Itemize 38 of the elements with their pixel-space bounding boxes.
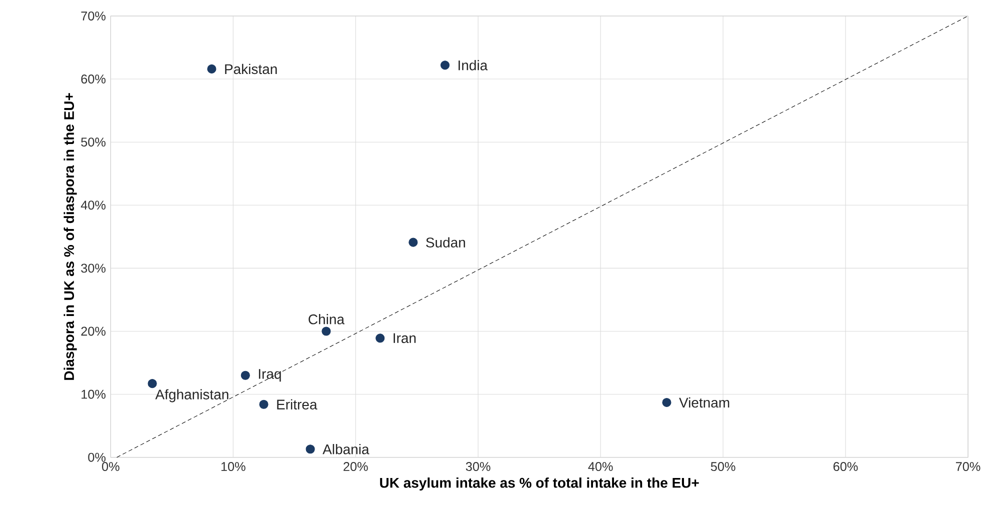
annotation: China xyxy=(308,314,344,324)
y-tick-label: 10% xyxy=(82,390,106,399)
x-tick-label: 30% xyxy=(466,462,490,472)
x-tick-label: 50% xyxy=(710,462,736,472)
point xyxy=(306,444,315,454)
annotation: Iraq xyxy=(258,369,281,382)
y-tick-label: 70% xyxy=(81,12,106,20)
x-tick-label: 60% xyxy=(834,462,858,472)
annotation: Sudan xyxy=(426,237,466,248)
y-tick-label: 30% xyxy=(81,264,106,273)
point xyxy=(376,334,385,343)
annotation: Iran xyxy=(394,333,416,344)
annotation: Albania xyxy=(322,444,370,454)
annotation: Pakistan xyxy=(225,64,277,74)
point xyxy=(207,64,216,74)
x-tick-label: 0% xyxy=(102,462,120,472)
y-tick-label: 0% xyxy=(88,452,106,462)
annotation: Afghanistan xyxy=(155,389,228,402)
point xyxy=(662,398,672,408)
x-tick-label: 40% xyxy=(588,462,613,472)
y-tick-label: 50% xyxy=(81,138,106,147)
x-tick-label: 10% xyxy=(221,462,246,472)
x-axis-title: UK asylum intake as % of total intake in the EU+ xyxy=(380,478,699,491)
point xyxy=(408,238,418,247)
point xyxy=(240,370,250,380)
annotation: Vietnam xyxy=(679,397,730,408)
y-tick-label: 20% xyxy=(81,326,106,336)
point xyxy=(259,400,268,409)
x-tick-label: 20% xyxy=(344,462,368,472)
y-tick-label: 60% xyxy=(81,74,106,84)
point xyxy=(440,60,450,70)
point xyxy=(322,326,331,336)
y-tick-label: 40% xyxy=(80,200,106,210)
y-axis-title: Diaspora in UK as % of diaspora in the EU+ xyxy=(64,93,77,380)
annotation: Eritrea xyxy=(277,399,318,410)
point xyxy=(148,379,157,388)
x-tick-label: 70% xyxy=(956,462,980,472)
annotation: India xyxy=(458,60,488,70)
